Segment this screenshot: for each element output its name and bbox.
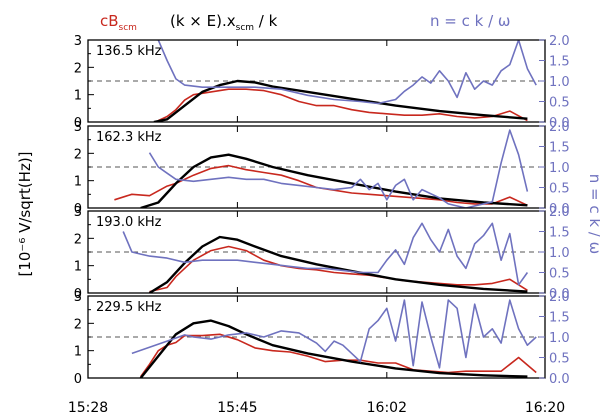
right-tick-label: 1.0	[549, 246, 570, 261]
x-tick-label: 16:02	[367, 400, 407, 416]
right-tick-label: 1.5	[549, 55, 570, 70]
left-tick-label: 1	[74, 260, 82, 275]
series-red-line	[114, 164, 528, 207]
x-tick-label: 15:28	[68, 400, 108, 416]
right-tick-label: 0.5	[549, 182, 570, 197]
x-tick-label: 15:45	[217, 400, 257, 416]
series-black-line	[139, 319, 528, 378]
right-tick-label: 2.0	[549, 34, 570, 49]
right-tick-label: 0.0	[549, 287, 570, 302]
panel-frequency-label: 229.5 kHz	[96, 300, 162, 315]
right-tick-label: 1.5	[549, 311, 570, 326]
header-middle-label: (k × E).xscm / k	[170, 12, 278, 33]
panel-series	[122, 222, 529, 293]
left-tick-label: 3	[74, 290, 82, 305]
left-tick-label: 3	[74, 205, 82, 220]
x-tick-label: 16:20	[525, 400, 565, 416]
right-tick-label: 1.5	[549, 141, 570, 156]
right-tick-label: 0.0	[549, 372, 570, 387]
left-tick-label: 0	[74, 202, 82, 217]
header-middle-label-suffix: / k	[254, 12, 278, 30]
left-tick-label: 3	[74, 34, 82, 49]
left-y-axis-label: [10⁻⁶ V/sqrt(Hz)]	[16, 151, 34, 276]
right-y-axis-label: n = c k / ω	[586, 174, 600, 254]
right-tick-label: 2.0	[549, 290, 570, 305]
series-blue-line	[148, 129, 529, 208]
right-tick-label: 1.5	[549, 226, 570, 241]
panel-series	[131, 299, 537, 378]
series-blue-line	[157, 40, 537, 105]
right-tick-label: 0.0	[549, 202, 570, 217]
series-blue-line	[131, 299, 537, 369]
panel-2: 0 1 2 3 0.0 0.5 1.0 1.5 2.0 162.3 kHz	[74, 120, 570, 217]
series-blue-line	[122, 222, 529, 286]
right-tick-label: 2.0	[549, 120, 570, 135]
header-right-label: n = c k / ω	[430, 12, 510, 30]
right-tick-label: 0.0	[549, 116, 570, 131]
right-tick-label: 2.0	[549, 205, 570, 220]
series-black-line	[153, 79, 528, 122]
left-tick-label: 1	[74, 89, 82, 104]
series-red-line	[140, 333, 537, 378]
left-tick-label: 2	[74, 317, 82, 332]
panels-container: 0 1 2 3 0.0 0.5 1.0 1.5 2.0 136.5 kHz 0 1 2 3 0.0 0.5 1.…	[74, 34, 570, 387]
panel-frequency-label: 136.5 kHz	[96, 44, 162, 59]
panel-frequency-label: 193.0 kHz	[96, 215, 162, 230]
series-black-line	[148, 235, 528, 293]
right-tick-label: 0.5	[549, 96, 570, 111]
x-axis: 15:28 15:45 16:02 16:20	[68, 400, 565, 416]
left-tick-label: 0	[74, 287, 82, 302]
panel-4: 0 1 2 3 0.0 0.5 1.0 1.5 2.0 229.5 kHz	[74, 290, 570, 387]
left-tick-label: 3	[74, 120, 82, 135]
left-tick-label: 2	[74, 61, 82, 76]
left-tick-label: 1	[74, 175, 82, 190]
chart-header: cBscm (k × E).xscm / k n = c k / ω	[100, 12, 510, 33]
left-tick-label: 0	[74, 116, 82, 131]
right-tick-label: 1.0	[549, 331, 570, 346]
right-tick-label: 0.5	[549, 352, 570, 367]
panel-series	[114, 129, 529, 208]
left-tick-label: 2	[74, 232, 82, 247]
right-tick-label: 1.0	[549, 75, 570, 90]
header-middle-label-sub: scm	[236, 23, 254, 33]
panel-3: 0 1 2 3 0.0 0.5 1.0 1.5 2.0 193.0 kHz	[74, 205, 570, 302]
panel-series	[153, 40, 537, 122]
left-tick-label: 0	[74, 372, 82, 387]
right-tick-label: 0.5	[549, 267, 570, 282]
panel-frequency-label: 162.3 kHz	[96, 130, 162, 145]
header-left-label-sub: scm	[119, 23, 137, 33]
left-tick-label: 2	[74, 147, 82, 162]
series-black-line	[140, 153, 528, 208]
panel-1: 0 1 2 3 0.0 0.5 1.0 1.5 2.0 136.5 kHz	[74, 34, 570, 131]
header-left-label: cBscm	[100, 12, 137, 33]
left-tick-label: 1	[74, 345, 82, 360]
series-red-line	[149, 245, 528, 293]
series-red-line	[157, 88, 528, 122]
right-tick-label: 1.0	[549, 161, 570, 176]
